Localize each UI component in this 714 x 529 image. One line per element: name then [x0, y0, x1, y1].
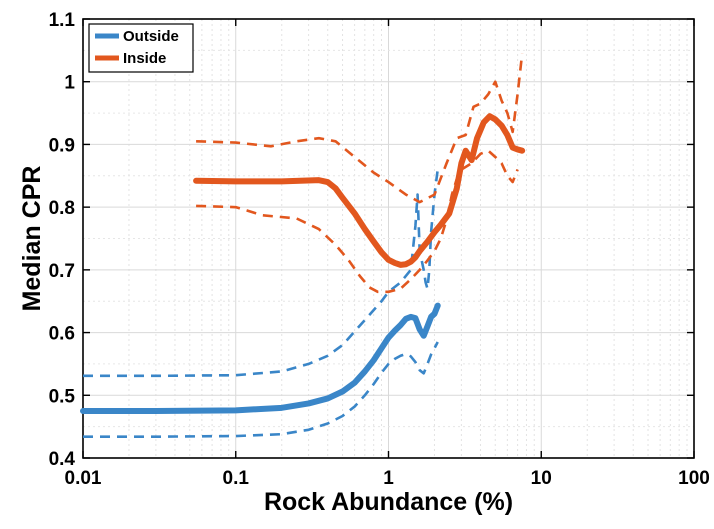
y-tick-label-2: 0.6 — [49, 324, 75, 345]
legend: Outside Inside — [88, 23, 194, 73]
y-tick-label-3: 0.7 — [49, 261, 75, 282]
x-tick-label-2: 1 — [383, 468, 394, 489]
y-tick-label-1: 0.5 — [49, 386, 76, 407]
grid-layer — [82, 18, 695, 459]
series-inside-band-lower — [196, 149, 519, 294]
y-tick-label-7: 1.1 — [49, 10, 76, 31]
y-tick-label-6: 1 — [64, 73, 75, 94]
tick-layer — [82, 18, 695, 459]
x-tick-label-1: 0.1 — [223, 468, 250, 489]
y-tick-label-5: 0.9 — [49, 135, 75, 156]
x-tick-label-3: 10 — [531, 468, 552, 489]
tick-label-layer: 0.01 0.1 1 10 100 0.4 0.5 0.6 0.7 0.8 0.9 1 1.1 — [49, 10, 710, 489]
legend-label-outside: Outside — [123, 28, 179, 45]
legend-label-inside: Inside — [123, 50, 166, 67]
series-outside-band-lower — [83, 341, 439, 438]
x-axis-label: Rock Abundance (%) — [264, 488, 513, 516]
x-tick-label-0: 0.01 — [65, 468, 102, 489]
series-outside-band-upper — [83, 169, 440, 378]
legend-box — [88, 23, 194, 73]
y-tick-label-0: 0.4 — [49, 449, 76, 470]
series-layer — [80, 53, 526, 438]
series-inside-band-upper — [196, 53, 524, 204]
x-tick-label-4: 100 — [678, 468, 710, 489]
series-outside — [80, 302, 441, 414]
series-inside — [193, 113, 526, 268]
y-axis-label: Median CPR — [18, 166, 46, 312]
y-tick-label-4: 0.8 — [49, 198, 75, 219]
